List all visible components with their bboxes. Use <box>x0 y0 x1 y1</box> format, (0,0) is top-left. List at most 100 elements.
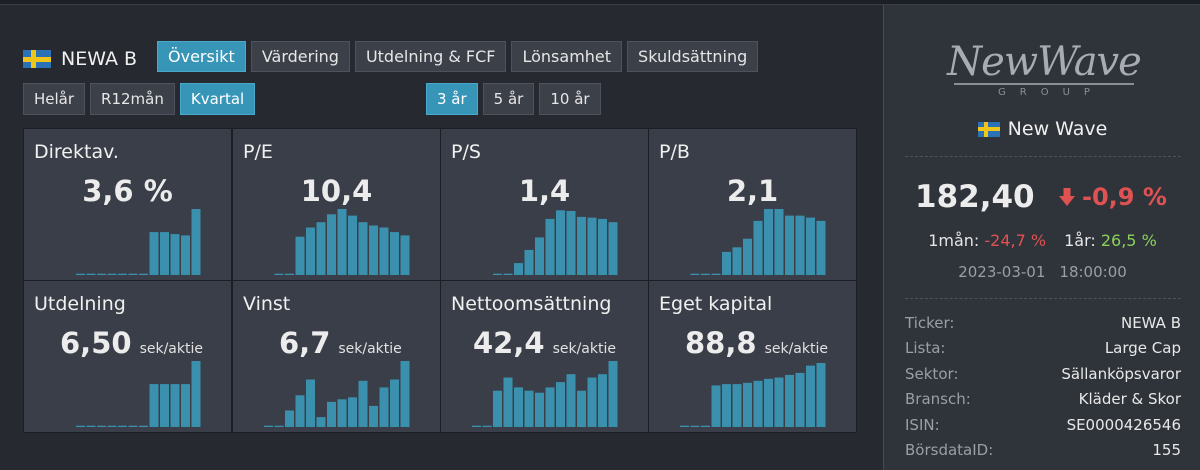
range-5-ar-button[interactable]: 5 år <box>482 83 535 115</box>
sparkline-bar <box>170 234 180 275</box>
sparkline-bar <box>482 425 492 427</box>
vinst-sparkline <box>264 361 410 427</box>
eget-kapital-sparkline <box>680 363 826 427</box>
sparkline-bar <box>128 273 138 275</box>
sparkline-bar <box>400 361 410 427</box>
company-sidebar: NewWave GROUP New Wave 182,40 -0,9 % 1må… <box>883 5 1200 470</box>
metric-title: Vinst <box>243 293 291 315</box>
metric-card-direktavkastning[interactable]: Direktav. 3,6 % <box>24 129 231 280</box>
metric-unit: sek/aktie <box>764 341 828 357</box>
metric-title: Utdelning <box>34 293 126 315</box>
sparkline-bar <box>732 247 742 275</box>
sparkline-bar <box>587 217 597 275</box>
pe-sparkline <box>274 209 410 275</box>
ticker-label: NEWA B <box>61 48 138 70</box>
sparkline-bar <box>701 425 710 427</box>
info-row-bransch: Bransch: Kläder & Skor <box>905 390 1181 409</box>
metric-card-pb[interactable]: P/B 2,1 <box>649 129 856 280</box>
tab-vardering[interactable]: Värdering <box>250 41 350 72</box>
metric-value: 6,7 sek/aktie <box>279 326 402 360</box>
sparkline-bar <box>379 227 389 275</box>
metric-title: Eget kapital <box>659 293 773 315</box>
sparkline-bar <box>76 425 85 427</box>
tab-skuldsattning[interactable]: Skuldsättning <box>627 41 759 72</box>
sparkline-bar <box>711 273 721 275</box>
sparkline-bar <box>191 209 201 275</box>
sparkline-bar <box>514 263 523 275</box>
sparkline-bar <box>118 273 127 275</box>
sparkline-bar <box>722 384 731 427</box>
sparkline-bar <box>503 377 513 427</box>
sparkline-bar <box>348 215 357 275</box>
divider <box>905 156 1181 157</box>
metric-value: 1,4 <box>518 174 571 208</box>
period-r12man-button[interactable]: R12mån <box>90 83 175 115</box>
sparkline-bar <box>86 425 96 427</box>
period-kvartal-button[interactable]: Kvartal <box>179 83 256 115</box>
metric-card-utdelning[interactable]: Utdelning 6,50 sek/aktie <box>24 281 231 432</box>
sparkline-bar <box>493 273 502 275</box>
metric-card-nettoomsattning[interactable]: Nettoomsättning 42,4 sek/aktie <box>441 281 648 432</box>
sparkline-bar <box>795 215 805 275</box>
period-selector: Helår R12mån Kvartal <box>23 83 256 115</box>
metric-value: 2,1 <box>726 174 779 208</box>
sparkline-bar <box>285 410 294 427</box>
sparkline-bar <box>743 382 752 427</box>
sparkline-bar <box>160 232 169 275</box>
price-timestamp: 2023-03-01 18:00:00 <box>884 263 1200 281</box>
metric-title: Direktav. <box>34 141 119 163</box>
sparkline-bar <box>753 220 763 275</box>
pb-sparkline <box>690 209 826 275</box>
sparkline-bar <box>149 232 159 275</box>
performance-row: 1mån: -24,7 % 1år: 26,5 % <box>884 231 1200 250</box>
sparkline-bar <box>774 377 784 427</box>
sparkline-bar <box>327 401 336 427</box>
sparkline-bar <box>785 215 794 275</box>
sparkline-bar <box>816 220 826 275</box>
sparkline-bar <box>503 273 513 275</box>
sparkline-bar <box>722 251 731 275</box>
sparkline-bar <box>608 361 618 427</box>
metric-card-pe[interactable]: P/E 10,4 <box>233 129 440 280</box>
sparkline-bar <box>337 399 347 427</box>
metric-title: Nettoomsättning <box>451 293 612 315</box>
sparkline-bar <box>587 377 597 427</box>
company-name-row: New Wave <box>884 118 1200 140</box>
metric-value: 88,8 sek/aktie <box>685 326 828 360</box>
tab-oversikt[interactable]: Översikt <box>157 41 246 72</box>
top-border <box>0 0 1200 5</box>
metric-card-vinst[interactable]: Vinst 6,7 sek/aktie <box>233 281 440 432</box>
metric-unit: sek/aktie <box>338 341 402 357</box>
period-helar-button[interactable]: Helår <box>23 83 86 115</box>
range-3-ar-button[interactable]: 3 år <box>426 83 478 115</box>
sparkline-bar <box>785 374 794 427</box>
sparkline-bar <box>577 390 586 427</box>
tab-utdelning-fcf[interactable]: Utdelning & FCF <box>354 41 507 72</box>
divider <box>905 298 1181 299</box>
info-row-lista: Lista: Large Cap <box>905 339 1181 358</box>
sparkline-bar <box>348 397 357 427</box>
sparkline-bar <box>128 425 138 427</box>
sparkline-bar <box>390 232 399 275</box>
sparkline-bar <box>535 392 544 427</box>
metric-card-eget-kapital[interactable]: Eget kapital 88,8 sek/aktie <box>649 281 856 432</box>
sparkline-bar <box>545 387 555 427</box>
perf-1y: 1år: 26,5 % <box>1064 231 1157 250</box>
logo-wordmark: NewWave <box>947 39 1142 85</box>
sparkline-bar <box>556 382 565 427</box>
sparkline-bar <box>577 216 586 275</box>
section-tabs: Översikt Värdering Utdelning & FCF Lönsa… <box>157 41 759 72</box>
tab-lonsamhet[interactable]: Lönsamhet <box>511 41 623 72</box>
sparkline-bar <box>369 225 378 275</box>
sparkline-bar <box>86 273 96 275</box>
sparkline-bar <box>774 209 784 275</box>
sparkline-bar <box>598 374 607 427</box>
sparkline-bar <box>556 210 565 275</box>
sparkline-bar <box>181 384 190 427</box>
metric-value: 3,6 % <box>82 174 173 208</box>
sparkline-bar <box>711 385 721 427</box>
sparkline-bar <box>149 384 159 427</box>
metric-card-ps[interactable]: P/S 1,4 <box>441 129 648 280</box>
sparkline-bar <box>337 209 347 275</box>
range-10-ar-button[interactable]: 10 år <box>539 83 601 115</box>
